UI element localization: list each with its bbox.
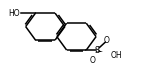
Text: HO: HO <box>8 9 20 18</box>
Text: O: O <box>90 56 96 65</box>
Text: O: O <box>103 36 109 45</box>
Text: OH: OH <box>111 51 122 60</box>
Text: S: S <box>95 46 100 55</box>
